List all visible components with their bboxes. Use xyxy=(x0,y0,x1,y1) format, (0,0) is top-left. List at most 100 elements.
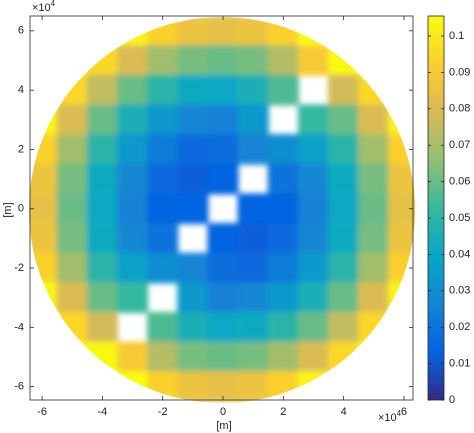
cell xyxy=(297,17,330,47)
colorbar-tick-label: 0.07 xyxy=(449,139,470,151)
colorbar-tick-label: 0.02 xyxy=(449,321,470,333)
cell xyxy=(358,74,390,106)
x-scale-base: ×10 xyxy=(378,412,397,424)
cell xyxy=(328,74,360,106)
x-tick-label: 6 xyxy=(401,406,407,418)
colorbar-tick-label: 0.03 xyxy=(449,285,470,297)
cell xyxy=(86,45,118,76)
cell xyxy=(358,282,390,314)
cell xyxy=(267,252,299,284)
cell xyxy=(177,252,209,284)
y-scale-base: ×10 xyxy=(32,2,51,14)
x-scale-label: ×104 xyxy=(378,409,402,424)
colorbar-tick-label: 0.05 xyxy=(449,212,470,224)
cell xyxy=(297,252,330,284)
cell xyxy=(358,193,390,225)
cell xyxy=(207,312,239,343)
cell xyxy=(56,223,88,254)
y-tick-label: -2 xyxy=(14,262,24,274)
cell xyxy=(116,74,149,106)
cell xyxy=(147,45,179,76)
cell xyxy=(177,134,209,165)
y-scale-label: ×104 xyxy=(32,0,56,14)
cell xyxy=(177,104,209,136)
cell xyxy=(297,134,330,165)
cell xyxy=(116,134,149,165)
cell xyxy=(328,134,360,165)
cell xyxy=(116,371,149,402)
cell xyxy=(147,134,179,165)
colorbar xyxy=(428,16,444,400)
cell xyxy=(358,341,390,373)
x-tick-label: -4 xyxy=(97,406,107,418)
cell xyxy=(297,282,330,314)
cell xyxy=(328,341,360,373)
cell xyxy=(177,312,209,343)
cell xyxy=(116,193,149,225)
cell xyxy=(147,104,179,136)
colorbar-tick-label: 0.09 xyxy=(449,66,470,78)
cell xyxy=(358,104,390,136)
cell xyxy=(56,282,88,314)
colorbar-tick-label: 0.06 xyxy=(449,176,470,188)
y-tick-label: 0 xyxy=(18,203,24,215)
cell xyxy=(56,312,88,343)
cell xyxy=(116,45,149,76)
y-tick-label: 2 xyxy=(18,143,24,155)
cell xyxy=(267,223,299,254)
cell xyxy=(147,193,179,225)
cell xyxy=(177,45,209,76)
cell xyxy=(328,252,360,284)
cell xyxy=(388,282,415,314)
cell xyxy=(237,17,269,47)
x-axis-label: [m] xyxy=(216,420,231,432)
cell xyxy=(328,45,360,76)
cell xyxy=(267,74,299,106)
cell xyxy=(297,104,330,136)
cell xyxy=(388,134,415,165)
y-tick-label: 6 xyxy=(18,25,24,37)
axes-box xyxy=(29,15,414,401)
cell xyxy=(147,252,179,284)
colorbar-tick-label: 0.1 xyxy=(449,30,464,42)
cell xyxy=(297,193,330,225)
cell xyxy=(56,134,88,165)
cell xyxy=(297,223,330,254)
cell xyxy=(358,134,390,165)
cell xyxy=(177,74,209,106)
cell xyxy=(358,45,390,76)
cell xyxy=(116,282,149,314)
cell xyxy=(56,45,88,76)
cell xyxy=(267,312,299,343)
cell xyxy=(177,163,209,195)
cell xyxy=(267,282,299,314)
cell xyxy=(56,104,88,136)
cell xyxy=(237,104,269,136)
cell xyxy=(388,193,415,225)
cell xyxy=(207,252,239,284)
cell xyxy=(147,17,179,47)
cell xyxy=(237,134,269,165)
cell xyxy=(56,193,88,225)
cell xyxy=(358,312,390,343)
cell xyxy=(86,104,118,136)
cell xyxy=(207,134,239,165)
x-tick-label: 4 xyxy=(341,406,347,418)
x-scale-power: 4 xyxy=(397,409,402,418)
cell xyxy=(177,282,209,314)
cell xyxy=(147,312,179,343)
cell xyxy=(328,223,360,254)
cell xyxy=(207,282,239,314)
cell xyxy=(29,223,58,254)
cell xyxy=(86,163,118,195)
colorbar-tick-label: 0 xyxy=(449,394,455,406)
y-tick-label: 4 xyxy=(18,84,24,96)
y-axis-label: [m] xyxy=(2,202,14,217)
cell xyxy=(267,134,299,165)
cell xyxy=(237,341,269,373)
cell xyxy=(147,223,179,254)
cell xyxy=(237,45,269,76)
cell xyxy=(86,223,118,254)
y-tick-label: -6 xyxy=(14,381,24,393)
cell xyxy=(297,45,330,76)
